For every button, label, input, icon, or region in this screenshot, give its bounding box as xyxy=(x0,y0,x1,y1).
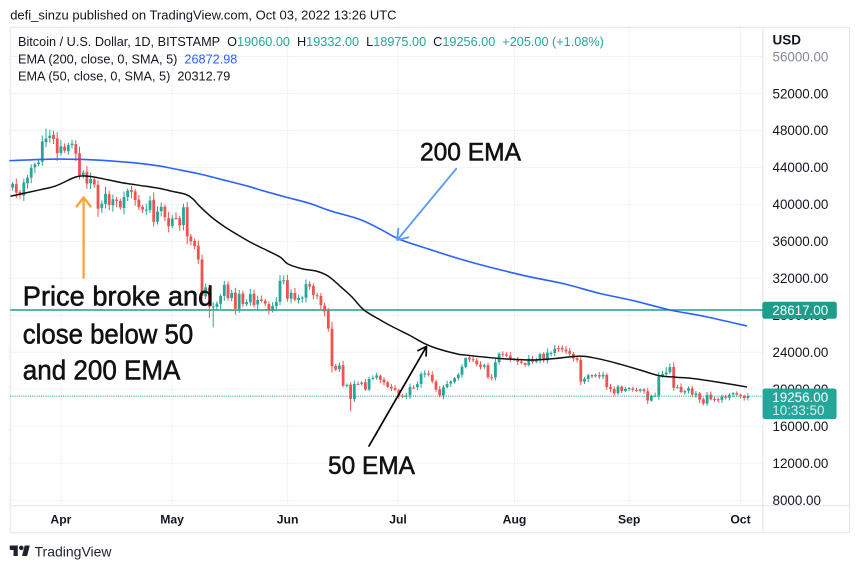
svg-text:Jun: Jun xyxy=(277,513,299,527)
svg-text:Price broke and: Price broke and xyxy=(23,281,214,312)
svg-text:USD: USD xyxy=(773,33,802,48)
svg-text:EMA (50, close, 0, SMA, 5) 20: EMA (50, close, 0, SMA, 5) 20312.79 xyxy=(18,70,230,84)
svg-text:Aug: Aug xyxy=(503,513,527,527)
svg-text:Bitcoin / U.S. Dollar, 1D, BIT: Bitcoin / U.S. Dollar, 1D, BITSTAMP O190… xyxy=(18,35,604,49)
svg-text:50 EMA: 50 EMA xyxy=(328,452,415,480)
svg-text:12000.00: 12000.00 xyxy=(773,456,829,471)
svg-text:Oct: Oct xyxy=(730,513,750,527)
svg-text:and 200 EMA: and 200 EMA xyxy=(23,355,181,386)
svg-text:24000.00: 24000.00 xyxy=(773,345,829,360)
svg-text:56000.00: 56000.00 xyxy=(773,49,829,64)
svg-text:32000.00: 32000.00 xyxy=(773,271,829,286)
svg-text:52000.00: 52000.00 xyxy=(773,86,829,101)
svg-text:Apr: Apr xyxy=(50,513,71,527)
svg-text:44000.00: 44000.00 xyxy=(773,160,829,175)
svg-text:defi_sinzu published on Tradin: defi_sinzu published on TradingView.com,… xyxy=(10,7,396,22)
svg-text:16000.00: 16000.00 xyxy=(773,419,829,434)
svg-text:Jul: Jul xyxy=(389,513,407,527)
svg-text:28617.00: 28617.00 xyxy=(772,303,828,318)
svg-text:EMA (200, close, 0, SMA, 5) 2: EMA (200, close, 0, SMA, 5) 26872.98 xyxy=(18,52,237,66)
svg-text:8000.00: 8000.00 xyxy=(773,493,821,508)
svg-text:40000.00: 40000.00 xyxy=(773,197,829,212)
svg-text:19256.00: 19256.00 xyxy=(772,390,828,405)
svg-text:Sep: Sep xyxy=(618,513,640,527)
svg-text:TradingView: TradingView xyxy=(35,544,113,560)
svg-text:May: May xyxy=(160,513,184,527)
svg-text:10:33:50: 10:33:50 xyxy=(772,403,824,418)
svg-text:200 EMA: 200 EMA xyxy=(420,139,521,167)
svg-text:close below 50: close below 50 xyxy=(23,319,193,350)
svg-text:48000.00: 48000.00 xyxy=(773,123,829,138)
svg-text:36000.00: 36000.00 xyxy=(773,234,829,249)
